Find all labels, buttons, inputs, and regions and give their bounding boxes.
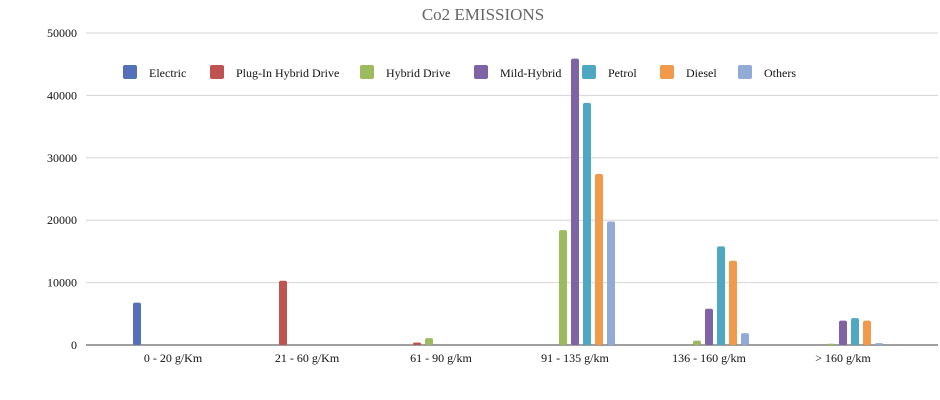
y-tick-label: 20000 [47,213,77,227]
bar-petrol-5 [851,318,859,345]
legend: Electric Plug-In Hybrid Drive Hybrid Drive… [123,65,796,80]
bars [133,58,883,346]
x-tick-label: 21 - 60 g/Km [275,351,340,365]
bar-hybrid-drive-4 [693,340,701,345]
legend-swatch [123,65,137,79]
legend-label: Petrol [608,66,637,80]
x-tick-label: 61 - 90 g/km [410,351,472,365]
bar-hybrid-drive-3 [559,230,567,345]
y-tick-label: 0 [71,338,77,352]
gridlines [86,32,938,346]
x-tick-label: > 160 g/km [815,351,871,365]
bar-others-4 [741,333,749,345]
bar-others-3 [607,221,615,345]
y-axis-ticks: 0 10000 20000 30000 40000 50000 [47,26,77,352]
bar-hybrid-drive-5 [827,343,835,345]
bar-petrol-3 [583,102,591,345]
bar-diesel-3 [595,174,603,345]
bar-plug-in-hybrid-drive-2 [413,342,421,345]
chart-title: Co2 EMISSIONS [422,5,544,24]
bar-mild-hybrid-3 [571,58,579,346]
legend-label: Diesel [686,66,717,80]
legend-swatch [474,65,488,79]
x-tick-label: 136 - 160 g/km [672,351,746,365]
x-axis-ticks: 0 - 20 g/Km 21 - 60 g/Km 61 - 90 g/km 91 - … [144,351,872,365]
y-tick-label: 30000 [47,151,77,165]
bar-electric-0 [133,302,141,345]
bar-petrol-4 [717,246,725,345]
bar-mild-hybrid-4 [705,308,713,345]
bar-mild-hybrid-5 [839,320,847,345]
legend-label: Mild-Hybrid [500,66,561,80]
bar-others-5 [875,343,883,345]
y-tick-label: 40000 [47,88,77,102]
legend-swatch [210,65,224,79]
y-tick-label: 10000 [47,276,77,290]
legend-label: Plug-In Hybrid Drive [236,66,339,80]
legend-swatch [582,65,596,79]
bar-diesel-5 [863,320,871,345]
bar-diesel-4 [729,260,737,345]
y-tick-label: 50000 [47,26,77,40]
legend-label: Electric [149,66,186,80]
legend-swatch [360,65,374,79]
legend-label: Hybrid Drive [386,66,450,80]
x-tick-label: 91 - 135 g/km [541,351,609,365]
legend-swatch [660,65,674,79]
x-tick-label: 0 - 20 g/Km [144,351,203,365]
legend-swatch [738,65,752,79]
legend-label: Others [764,66,796,80]
bar-plug-in-hybrid-drive-1 [279,280,287,345]
bar-hybrid-drive-2 [425,338,433,345]
